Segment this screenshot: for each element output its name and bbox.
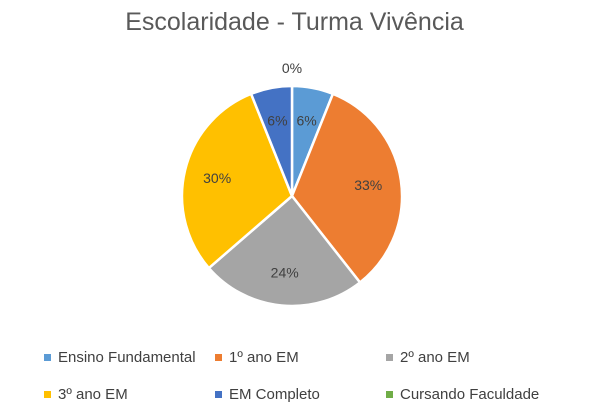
- data-label-3-ano-em: 30%: [203, 170, 231, 186]
- pie-slice-2-ano-em: [207, 194, 362, 308]
- data-label-2-ano-em: 24%: [271, 265, 299, 281]
- pie-slice-em-completo: [249, 84, 294, 197]
- data-label-1-ano-em: 33%: [354, 177, 382, 193]
- pie-slice-1-ano-em: [290, 92, 404, 285]
- chart-title: Escolaridade - Turma Vivência: [125, 8, 464, 36]
- data-label-cursando-faculdade: 0%: [282, 60, 302, 76]
- data-label-ensino-fundamental: 6%: [296, 112, 316, 128]
- data-label-em-completo: 6%: [267, 112, 287, 128]
- pie-slice-3-ano-em: [180, 92, 294, 270]
